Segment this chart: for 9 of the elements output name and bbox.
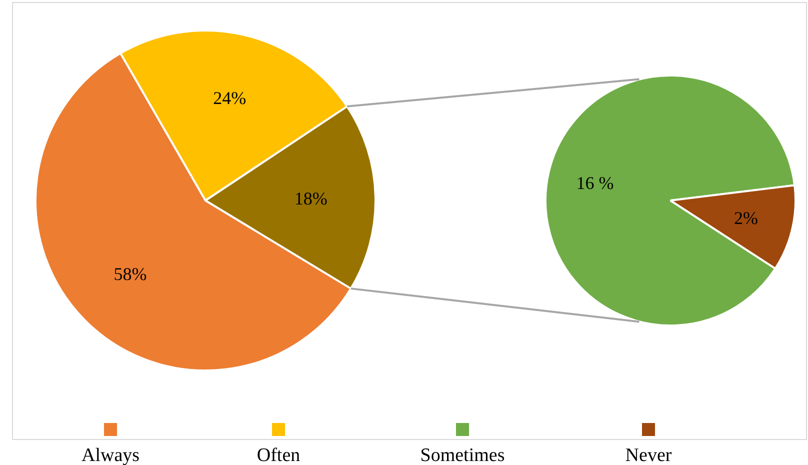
data-label: 18% — [294, 188, 328, 208]
data-label: 2% — [734, 208, 758, 228]
data-label: 58% — [114, 264, 147, 284]
legend-label: Sometimes — [420, 445, 505, 465]
data-label: 24% — [213, 88, 246, 108]
legend-label: Often — [256, 445, 301, 465]
data-label: 16 % — [576, 173, 614, 194]
legend-label: Never — [625, 445, 672, 465]
legend-label: Always — [81, 445, 140, 465]
